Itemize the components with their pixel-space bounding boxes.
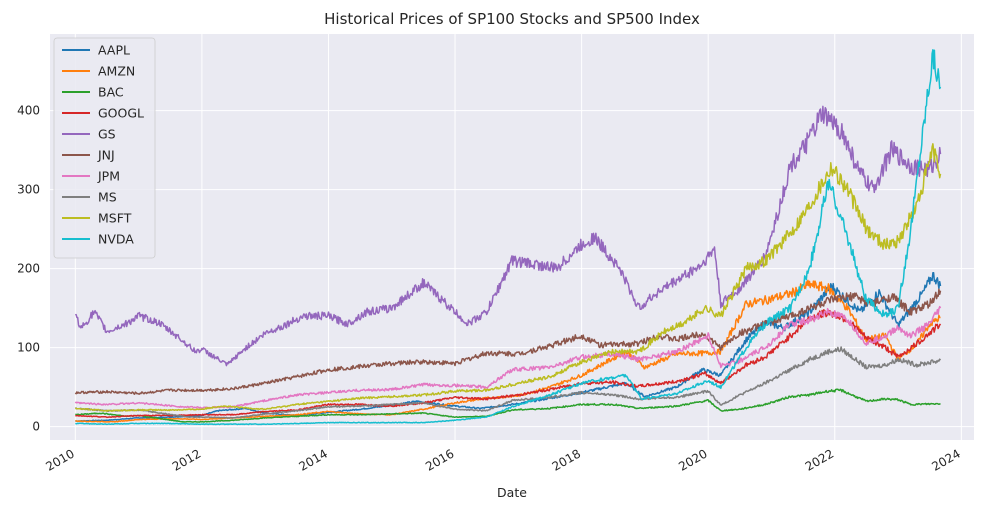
x-tick-label: 2022 <box>803 446 836 473</box>
legend-label-ms: MS <box>98 190 117 205</box>
legend-label-amzn: AMZN <box>98 64 135 79</box>
y-tick-label: 100 <box>17 341 40 355</box>
chart-title: Historical Prices of SP100 Stocks and SP… <box>324 10 700 28</box>
x-tick-label: 2010 <box>43 446 76 473</box>
y-tick-label: 300 <box>17 183 40 197</box>
legend-label-msft: MSFT <box>98 211 132 226</box>
series-line-gs <box>74 105 942 367</box>
plot-area <box>50 34 974 440</box>
legend-label-jpm: JPM <box>97 169 120 184</box>
legend-label-jnj: JNJ <box>97 148 115 163</box>
x-tick-label: 2014 <box>297 446 330 473</box>
legend-label-gs: GS <box>98 127 116 142</box>
x-tick-label: 2012 <box>170 446 203 473</box>
y-tick-label: 400 <box>17 104 40 118</box>
series-line-nvda <box>75 49 942 426</box>
legend-label-nvda: NVDA <box>98 232 134 247</box>
series-line-googl <box>75 309 942 419</box>
series-line-bac <box>75 388 941 423</box>
y-tick-labels: 0 100 200 300 400 <box>17 104 40 434</box>
series-layer <box>74 49 942 426</box>
legend-label-bac: BAC <box>98 85 124 100</box>
y-tick-label: 200 <box>17 262 40 276</box>
x-tick-label: 2024 <box>929 446 962 473</box>
series-line-ms <box>75 346 942 419</box>
y-tick-label: 0 <box>32 420 40 434</box>
x-tick-label: 2020 <box>676 446 709 473</box>
series-line-msft <box>74 143 942 413</box>
x-tick-label: 2016 <box>423 446 456 473</box>
legend-label-aapl: AAPL <box>98 43 130 58</box>
x-axis-label: Date <box>497 485 527 500</box>
x-tick-labels: 2010 2012 2014 2016 2018 2020 2022 2024 <box>43 446 962 473</box>
series-line-jnj <box>74 288 942 395</box>
x-tick-label: 2018 <box>550 446 583 473</box>
legend-label-googl: GOOGL <box>98 106 144 121</box>
legend: AAPL AMZN BAC GOOGL GS JNJ JPM MS MSFT NVDA <box>53 37 156 259</box>
